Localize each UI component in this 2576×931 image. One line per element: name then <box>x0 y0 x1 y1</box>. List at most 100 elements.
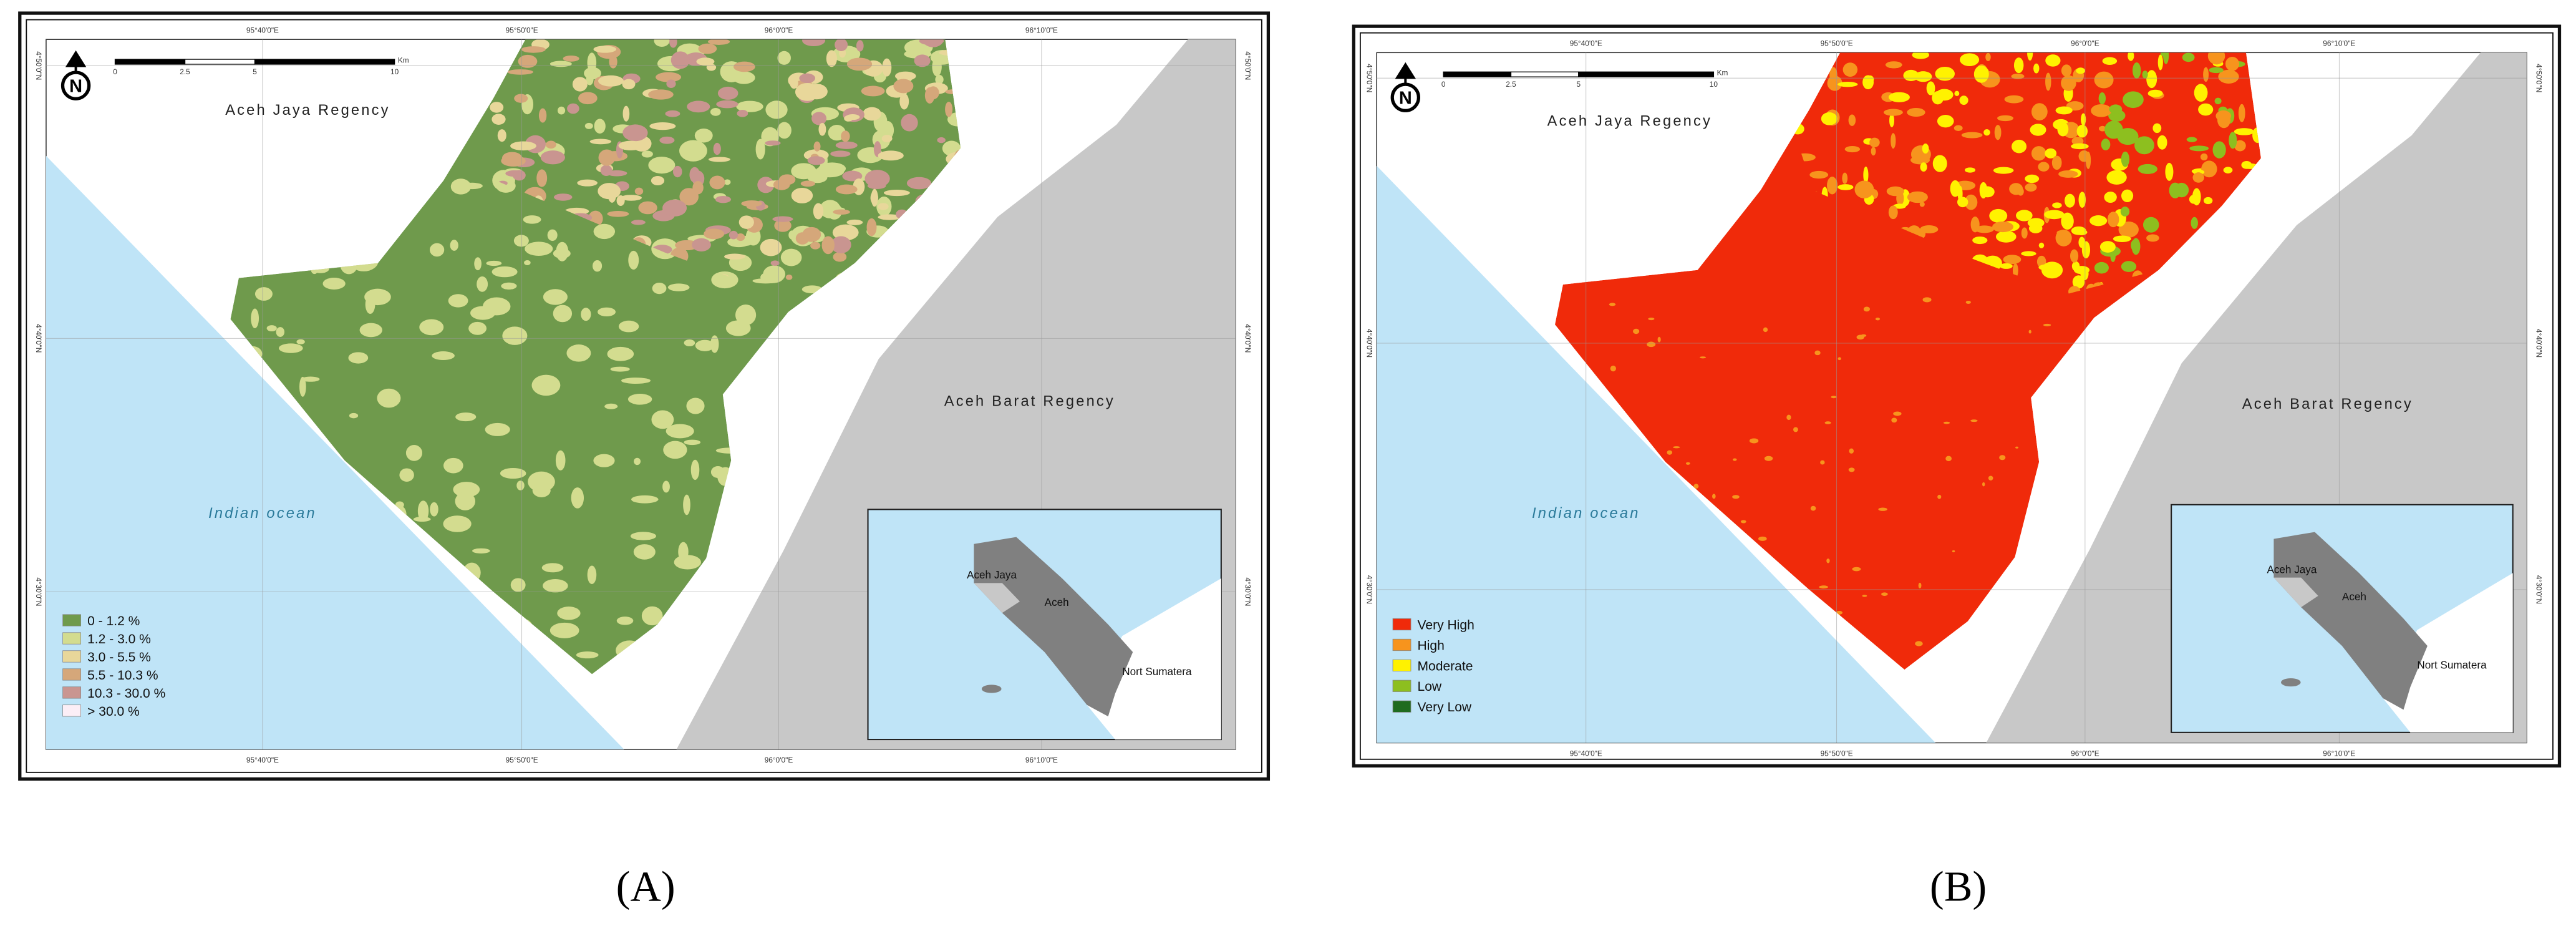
patch <box>2003 255 2022 265</box>
patch <box>1657 336 1661 343</box>
patch <box>432 351 455 361</box>
patch <box>507 69 533 75</box>
patch <box>686 397 705 414</box>
lat-label: 4°30'0"N <box>34 577 43 606</box>
patch <box>2030 124 2046 136</box>
patch <box>807 156 825 165</box>
patch <box>878 203 889 210</box>
patch <box>2238 104 2245 122</box>
patch <box>665 110 680 117</box>
patch <box>780 248 802 266</box>
patch <box>927 86 939 100</box>
patch <box>1965 300 1971 304</box>
patch <box>2104 192 2117 203</box>
patch <box>516 480 525 490</box>
inset-island <box>981 685 1002 693</box>
patch <box>679 140 707 162</box>
patch <box>1994 125 2002 140</box>
frame-inner <box>26 19 1262 773</box>
patch <box>2098 92 2106 105</box>
patch <box>482 297 511 316</box>
patch <box>622 105 630 122</box>
patch <box>2128 52 2134 61</box>
patch <box>547 229 558 241</box>
patch <box>1764 456 1773 461</box>
patch <box>835 141 858 149</box>
patch <box>541 563 564 573</box>
patch <box>2070 249 2079 263</box>
patch <box>651 410 674 429</box>
legend-label: Very High <box>1418 618 1474 632</box>
patch <box>901 114 918 132</box>
upland-inner <box>474 39 961 288</box>
patch <box>1819 585 1828 589</box>
patch <box>2001 235 2007 241</box>
patch <box>1883 109 1903 116</box>
patch <box>584 122 593 129</box>
patch <box>842 170 863 182</box>
patch <box>1970 217 1980 233</box>
patch <box>1980 186 1995 198</box>
patch <box>616 195 625 207</box>
patch <box>856 40 864 52</box>
upland <box>474 39 961 288</box>
inset-island <box>2280 678 2301 687</box>
place-name: Aceh Jaya Regency <box>1547 114 1712 130</box>
patch <box>1950 180 1960 197</box>
patch <box>633 544 656 560</box>
patch <box>1988 475 1993 480</box>
scale-label: 2.5 <box>1506 80 1516 89</box>
patch <box>1838 184 1854 190</box>
patch <box>266 325 277 332</box>
patch <box>572 77 588 92</box>
patch <box>607 210 629 217</box>
patch <box>1849 448 1854 454</box>
patch <box>1972 236 1988 245</box>
patch <box>1820 460 1825 465</box>
patch <box>833 209 850 215</box>
patch <box>1749 438 1759 444</box>
legend-label: 3.0 - 5.5 % <box>87 650 151 665</box>
patch <box>1667 450 1673 455</box>
patch <box>707 39 730 45</box>
patch <box>2203 197 2213 205</box>
patch <box>1712 494 1716 499</box>
patch <box>2016 210 2033 222</box>
patch <box>736 100 763 112</box>
patch <box>1863 166 1869 184</box>
patch <box>802 39 826 47</box>
patch <box>689 167 700 183</box>
patch <box>2061 75 2076 91</box>
patch <box>659 136 675 144</box>
patch <box>2123 91 2144 109</box>
land <box>1554 52 2261 670</box>
patch <box>893 79 914 94</box>
patch <box>1937 494 1942 499</box>
patch <box>1945 456 1952 462</box>
scale-bar <box>254 59 395 65</box>
patch <box>598 307 616 317</box>
patch <box>500 467 526 479</box>
lon-label: 96°0'0"E <box>2071 749 2099 758</box>
patch <box>1700 356 1707 359</box>
patch <box>2146 234 2159 242</box>
patch <box>830 150 851 157</box>
patch <box>795 82 820 101</box>
patch <box>846 219 863 225</box>
patch <box>598 183 621 200</box>
patch <box>765 100 788 119</box>
patch <box>1922 297 1932 303</box>
patch <box>1891 417 1897 423</box>
scale-bar <box>114 59 186 65</box>
patch <box>604 403 618 409</box>
patch <box>359 323 382 338</box>
legend-swatch <box>1392 638 1411 651</box>
patch <box>2045 54 2061 67</box>
patch <box>1965 167 1976 173</box>
patch <box>1932 155 1947 172</box>
patch <box>694 128 713 143</box>
legend-label: Very Low <box>1418 700 1472 714</box>
patch <box>628 250 639 270</box>
patch <box>866 218 877 236</box>
